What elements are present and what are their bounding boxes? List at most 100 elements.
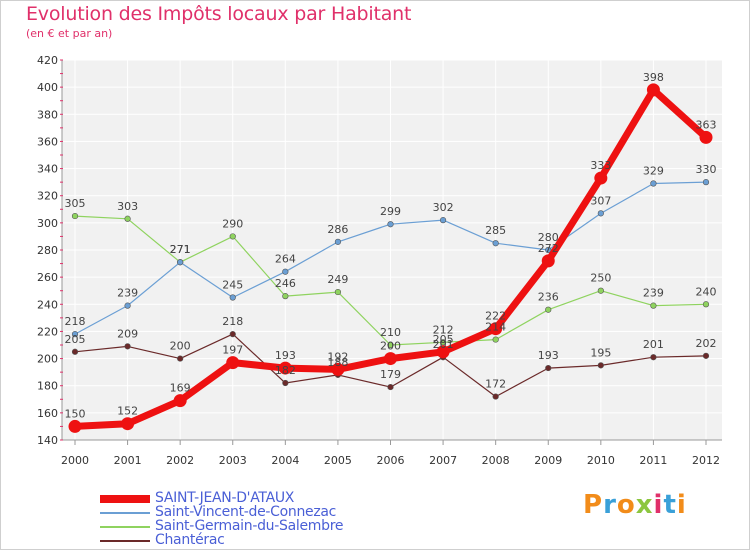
data-label: 245 <box>222 279 243 292</box>
data-label: 193 <box>275 349 296 362</box>
y-tick-label: 220 <box>37 325 58 338</box>
data-point <box>71 331 79 338</box>
data-point <box>124 302 131 309</box>
x-tick-label: 2009 <box>534 454 562 467</box>
logo-letter: o <box>616 490 636 520</box>
data-point <box>71 348 79 355</box>
data-point <box>489 322 503 336</box>
data-label: 239 <box>643 287 664 300</box>
data-label: 299 <box>380 205 401 218</box>
data-point <box>699 130 713 144</box>
data-label: 218 <box>222 315 243 328</box>
data-label: 333 <box>590 159 611 172</box>
data-point <box>594 171 608 185</box>
data-point <box>334 238 342 245</box>
data-point <box>439 217 447 224</box>
data-label: 192 <box>327 350 348 363</box>
x-tick-label: 2006 <box>377 454 405 467</box>
data-label: 286 <box>327 223 348 236</box>
data-label: 303 <box>117 200 138 213</box>
y-tick-label: 360 <box>37 135 58 148</box>
chart-title: Evolution des Impôts locaux par Habitant <box>26 3 412 25</box>
data-point <box>492 240 499 247</box>
data-label: 250 <box>590 272 611 285</box>
data-label: 329 <box>643 165 664 178</box>
data-label: 188 <box>327 356 348 369</box>
data-label: 209 <box>117 327 138 340</box>
legend-label: SAINT-JEAN-D'ATAUX <box>155 490 295 506</box>
y-tick-label: 160 <box>37 407 58 420</box>
data-label: 169 <box>170 382 191 395</box>
data-point <box>124 215 131 222</box>
data-label: 214 <box>485 321 506 334</box>
x-tick-label: 2007 <box>429 454 457 467</box>
x-tick-label: 2011 <box>639 454 667 467</box>
data-point <box>229 233 236 240</box>
data-point <box>68 419 82 433</box>
data-point <box>702 301 710 308</box>
x-tick-label: 2003 <box>219 454 247 467</box>
data-point <box>282 379 289 387</box>
y-tick-label: 280 <box>37 244 58 257</box>
data-point <box>439 339 447 346</box>
data-point <box>278 361 292 375</box>
logo-letter: i <box>653 490 664 520</box>
data-point <box>282 268 289 275</box>
data-point <box>492 393 499 400</box>
data-point <box>331 362 345 376</box>
y-tick-label: 300 <box>37 217 58 230</box>
data-label: 249 <box>327 273 348 286</box>
proxiti-logo: Proxiti <box>583 490 687 520</box>
x-tick-label: 2005 <box>324 454 352 467</box>
data-label: 195 <box>590 346 611 359</box>
data-label: 205 <box>65 333 86 346</box>
data-label: 305 <box>65 197 86 210</box>
data-label: 200 <box>380 340 401 353</box>
data-label: 398 <box>643 71 664 84</box>
x-tick-label: 2012 <box>692 454 720 467</box>
data-label: 264 <box>275 253 296 266</box>
data-label: 246 <box>275 277 296 290</box>
legend-swatch <box>100 512 150 514</box>
data-label: 330 <box>696 163 717 176</box>
y-tick-label: 200 <box>37 353 58 366</box>
x-tick-label: 2002 <box>166 454 194 467</box>
data-label: 201 <box>643 338 664 351</box>
data-label: 218 <box>65 315 86 328</box>
logo-letter: r <box>603 490 617 520</box>
x-tick-label: 2010 <box>587 454 615 467</box>
legend-swatch <box>100 540 150 542</box>
data-point <box>646 83 660 97</box>
y-tick-label: 180 <box>37 380 58 393</box>
data-point <box>436 345 450 359</box>
data-point <box>334 288 342 296</box>
data-point <box>545 306 552 313</box>
data-label: 193 <box>538 349 559 362</box>
data-label: 197 <box>222 344 243 357</box>
data-label: 172 <box>485 378 506 391</box>
data-label: 179 <box>380 368 401 381</box>
data-point <box>121 417 135 431</box>
data-point <box>492 336 499 343</box>
y-tick-label: 400 <box>37 81 58 94</box>
data-point <box>597 362 604 369</box>
data-label: 271 <box>170 243 191 256</box>
chart-subtitle: (en € et par an) <box>26 27 113 40</box>
data-point <box>597 287 604 294</box>
legend-swatch <box>100 495 150 503</box>
logo-letter: i <box>676 490 687 520</box>
data-label: 302 <box>433 201 454 214</box>
y-tick-label: 380 <box>37 108 58 121</box>
data-point <box>650 302 657 309</box>
data-point <box>229 294 236 301</box>
data-label: 290 <box>222 217 243 230</box>
data-label: 205 <box>433 333 454 346</box>
data-point <box>650 354 657 361</box>
data-point <box>229 331 236 338</box>
data-label: 272 <box>538 242 559 255</box>
legend-label: Saint-Vincent-de-Connezac <box>155 504 337 520</box>
data-point <box>387 221 394 228</box>
data-point <box>226 356 240 370</box>
data-point <box>702 179 710 186</box>
data-point <box>387 383 394 391</box>
